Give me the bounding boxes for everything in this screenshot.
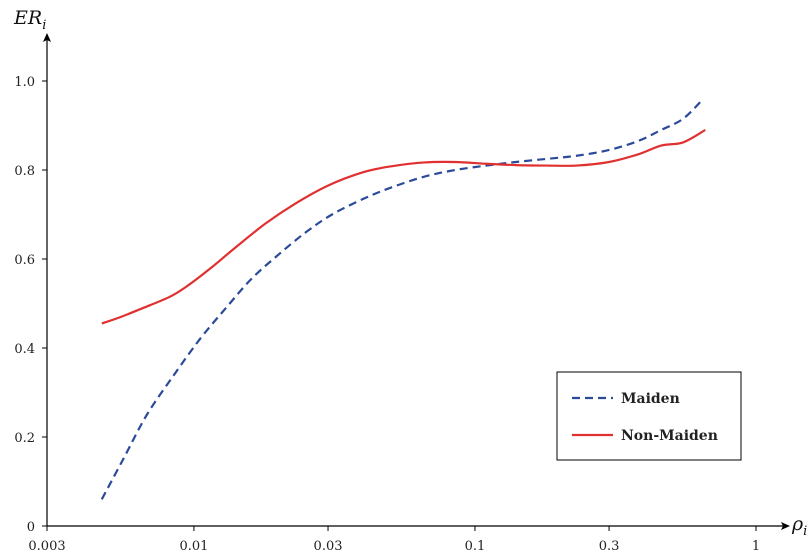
x-ticks: 0.003 0.01 0.03 0.1 0.3 1 bbox=[28, 526, 760, 554]
x-axis-label: ρi bbox=[791, 513, 807, 539]
y-tick-label: 0.8 bbox=[14, 164, 35, 179]
x-tick-label: 0.1 bbox=[465, 539, 486, 554]
legend-box bbox=[556, 371, 742, 461]
legend: Maiden Non-Maiden bbox=[556, 371, 742, 461]
x-tick-label: 0.01 bbox=[179, 539, 208, 554]
x-tick-label: 1 bbox=[752, 539, 760, 554]
y-tick-label: 1.0 bbox=[14, 75, 35, 90]
y-tick-label: 0.6 bbox=[14, 253, 35, 268]
y-tick-label: 0 bbox=[27, 520, 35, 535]
x-tick-label: 0.003 bbox=[28, 539, 65, 554]
y-tick-label: 0.4 bbox=[14, 342, 35, 357]
series-line-maiden bbox=[100, 98, 705, 500]
x-axis-arrow bbox=[781, 522, 790, 530]
series-line-non-maiden bbox=[101, 128, 706, 325]
y-axis-label-main: ER bbox=[13, 7, 42, 29]
x-tick-label: 0.03 bbox=[314, 539, 343, 554]
y-ticks: 0 0.2 0.4 0.6 0.8 1.0 bbox=[14, 75, 47, 535]
x-axis-label-main: ρ bbox=[791, 513, 804, 535]
x-tick-label: 0.3 bbox=[599, 539, 620, 554]
y-tick-label: 0.2 bbox=[14, 431, 35, 446]
x-axis-label-sub: i bbox=[803, 524, 807, 539]
axes bbox=[43, 33, 790, 530]
legend-label-maiden: Maiden bbox=[621, 391, 680, 407]
y-axis-arrow bbox=[43, 33, 51, 42]
y-axis-label-sub: i bbox=[42, 18, 46, 33]
y-axis-label: ERi bbox=[13, 7, 46, 33]
series-layer bbox=[100, 98, 706, 500]
legend-label-non-maiden: Non-Maiden bbox=[621, 428, 718, 444]
